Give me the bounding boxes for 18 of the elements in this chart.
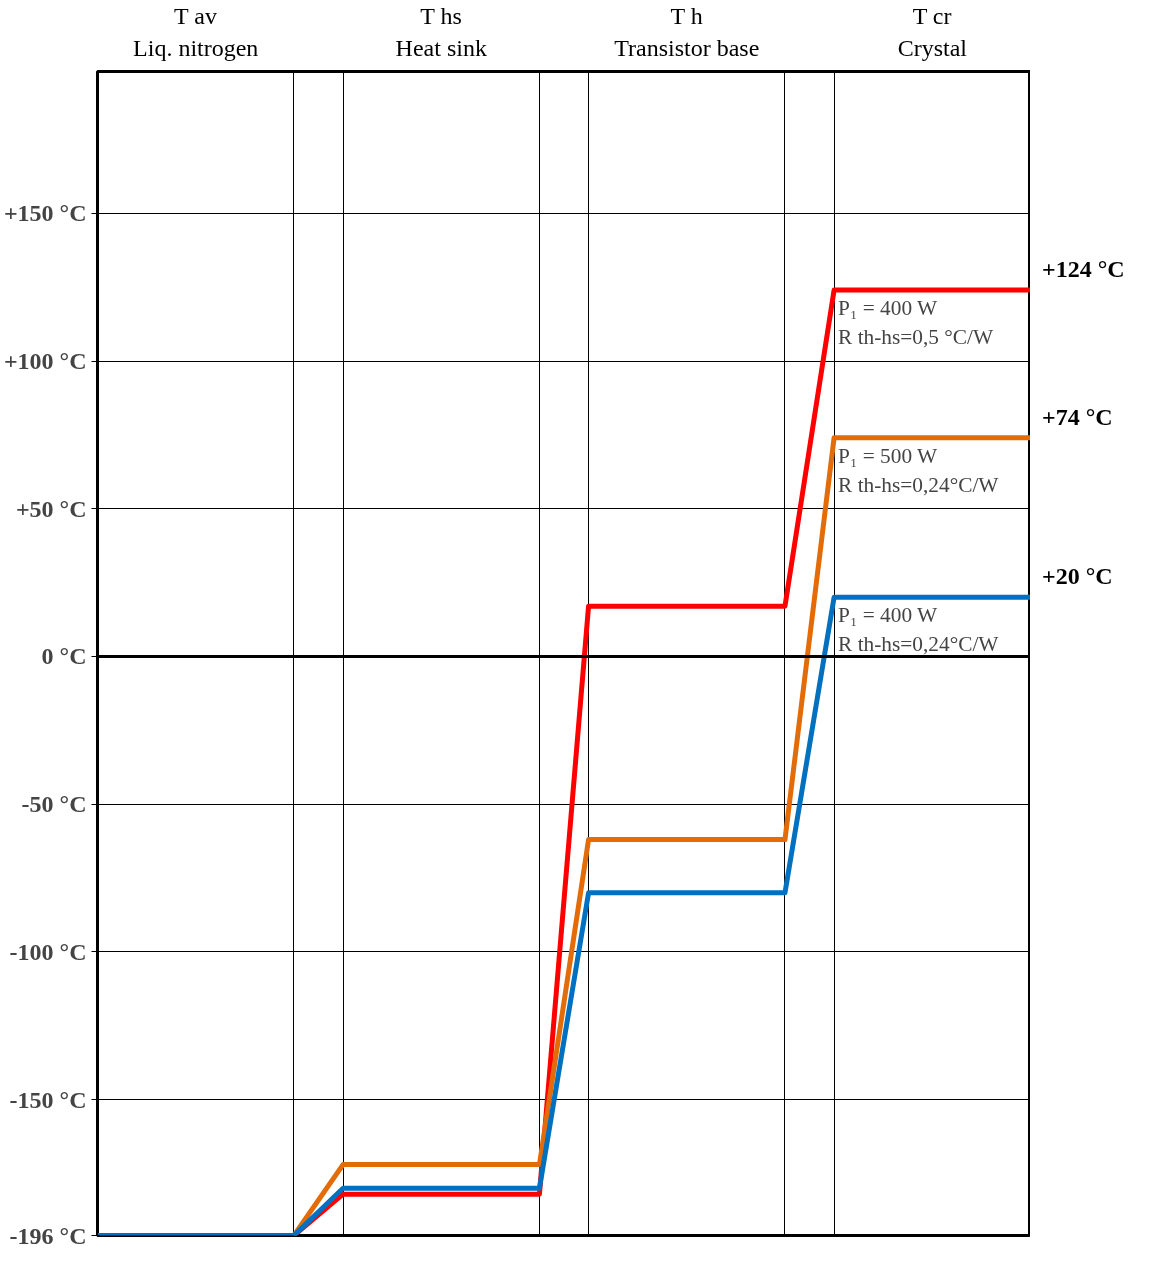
text: T cr Crystal <box>897 3 968 61</box>
y-tick-label: +50 °C <box>15 495 87 522</box>
y-tick-label: +150 °C <box>3 200 87 227</box>
y-tick-label: -196 °C <box>9 1222 87 1249</box>
text: T hs Heat sink <box>395 3 487 61</box>
y-tick-label: 0 °C <box>41 643 87 670</box>
y-tick-label: -100 °C <box>9 938 87 965</box>
text: +20 °C <box>1042 563 1113 590</box>
y-tick-label: -50 °C <box>21 791 87 818</box>
text: T h Transistor base <box>614 3 760 61</box>
annotation: P₁ = 500 W R th-hs=0,24°C/W <box>838 443 1000 497</box>
annotation: P₁ = 400 W R th-hs=0,24°C/W <box>838 603 1000 657</box>
y-tick-label: -150 °C <box>9 1086 87 1113</box>
text: +124 °C <box>1042 256 1125 283</box>
text: T av Liq. nitrogen <box>133 3 259 61</box>
y-tick-label: +100 °C <box>3 348 87 375</box>
text: +74 °C <box>1042 403 1113 430</box>
annotation: P₁ = 400 W R th-hs=0,5 °C/W <box>838 296 994 349</box>
